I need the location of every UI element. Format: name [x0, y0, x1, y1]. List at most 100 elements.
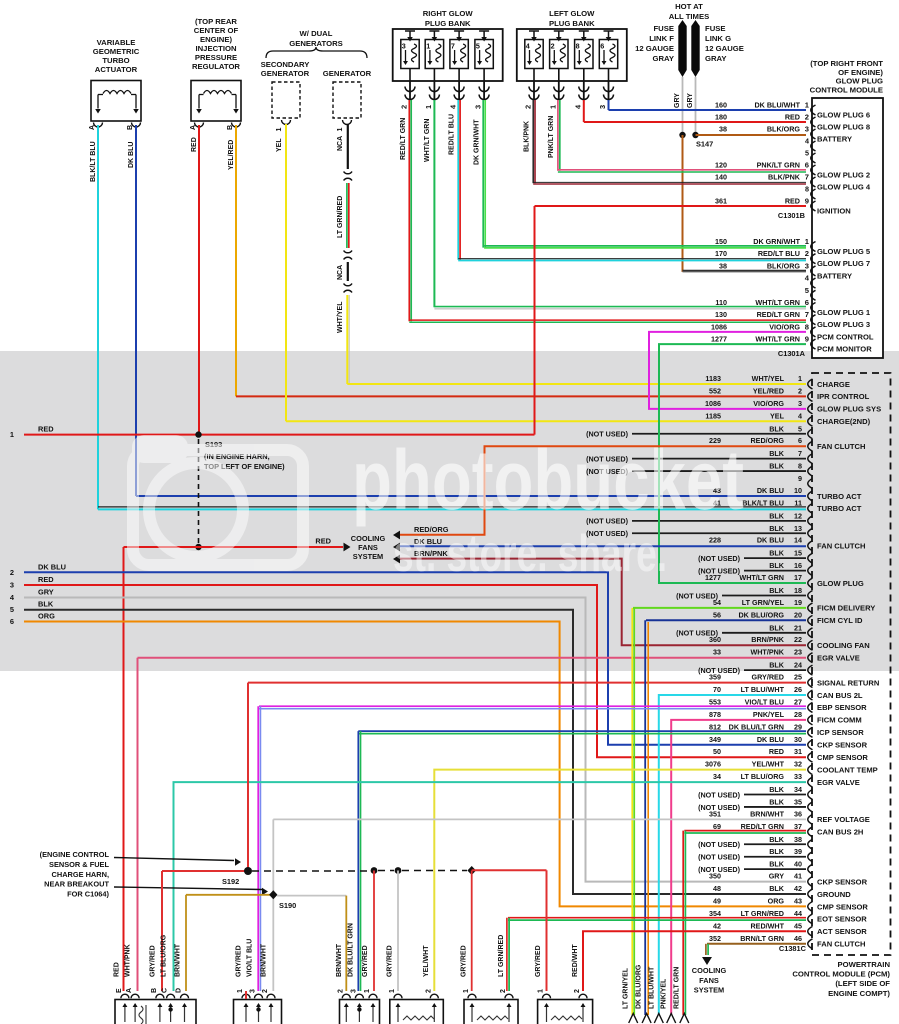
svg-text:DK GRN/WHT: DK GRN/WHT — [474, 119, 481, 165]
svg-text:RED/LT BLU: RED/LT BLU — [758, 249, 800, 258]
svg-text:FANS: FANS — [358, 543, 378, 552]
svg-text:5: 5 — [805, 149, 809, 158]
svg-text:DK BLU: DK BLU — [38, 562, 66, 571]
svg-text:LT GRN/RED: LT GRN/RED — [741, 909, 784, 918]
svg-text:LT BLU/ORG: LT BLU/ORG — [741, 772, 785, 781]
svg-text:E: E — [116, 988, 123, 993]
svg-text:BRN/LT GRN: BRN/LT GRN — [740, 934, 784, 943]
svg-text:RED/LT GRN: RED/LT GRN — [757, 310, 800, 319]
svg-text:B: B — [151, 988, 158, 993]
svg-text:552: 552 — [709, 386, 721, 395]
svg-text:1: 1 — [424, 105, 433, 109]
svg-text:LT GRN/RED: LT GRN/RED — [337, 196, 344, 238]
svg-text:GLOW PLUG: GLOW PLUG — [836, 77, 883, 86]
svg-text:FICM DELIVERY: FICM DELIVERY — [817, 604, 875, 613]
svg-text:2: 2 — [400, 105, 409, 109]
svg-text:BRN/PNK: BRN/PNK — [751, 635, 785, 644]
svg-text:(NOT USED): (NOT USED) — [698, 666, 741, 675]
svg-text:8: 8 — [805, 322, 809, 331]
svg-text:YEL/WHT: YEL/WHT — [423, 945, 430, 977]
svg-text:WHT/LT GRN: WHT/LT GRN — [739, 573, 784, 582]
svg-text:170: 170 — [715, 249, 727, 258]
svg-text:RED: RED — [191, 137, 198, 152]
svg-text:BLK: BLK — [769, 835, 785, 844]
svg-text:COOLING: COOLING — [351, 534, 386, 543]
svg-text:INJECTION: INJECTION — [195, 44, 236, 53]
svg-text:8: 8 — [576, 42, 580, 51]
svg-text:LINK G: LINK G — [705, 34, 731, 43]
svg-text:33: 33 — [794, 772, 802, 781]
svg-text:48: 48 — [713, 884, 721, 893]
svg-text:49: 49 — [713, 896, 721, 905]
svg-text:WHT/LT GRN: WHT/LT GRN — [755, 298, 800, 307]
svg-text:GLOW PLUG 1: GLOW PLUG 1 — [817, 308, 871, 317]
svg-text:TURBO ACT: TURBO ACT — [817, 492, 862, 501]
svg-text:BLK: BLK — [769, 462, 785, 471]
svg-text:VIO/ORG: VIO/ORG — [769, 322, 800, 331]
svg-text:4: 4 — [449, 104, 458, 109]
svg-text:2: 2 — [805, 113, 809, 122]
svg-text:RED/ORG: RED/ORG — [414, 525, 449, 534]
svg-text:12 GAUGE: 12 GAUGE — [635, 44, 674, 53]
svg-text:(TOP REAR: (TOP REAR — [195, 17, 237, 26]
svg-text:NCA: NCA — [337, 136, 344, 151]
svg-text:LEFT GLOW: LEFT GLOW — [549, 9, 595, 18]
svg-text:st. store. share.: st. store. share. — [393, 525, 667, 583]
svg-text:GRY: GRY — [769, 872, 785, 881]
svg-text:17: 17 — [794, 573, 802, 582]
svg-text:CHARGE(2ND): CHARGE(2ND) — [817, 417, 871, 426]
svg-text:34: 34 — [713, 772, 721, 781]
svg-text:DK GRN/WHT: DK GRN/WHT — [753, 237, 800, 246]
svg-text:GRY: GRY — [674, 93, 681, 108]
svg-text:3: 3 — [250, 989, 257, 993]
svg-text:BLK: BLK — [769, 549, 785, 558]
svg-text:1086: 1086 — [711, 322, 727, 331]
svg-text:29: 29 — [794, 722, 802, 731]
svg-text:1: 1 — [538, 989, 545, 993]
svg-text:351: 351 — [709, 809, 721, 818]
svg-text:33: 33 — [713, 648, 721, 657]
svg-text:B: B — [227, 125, 234, 130]
svg-text:CONTROL MODULE: CONTROL MODULE — [810, 85, 883, 94]
svg-text:NEAR BREAKOUT: NEAR BREAKOUT — [44, 880, 109, 889]
svg-text:32: 32 — [794, 760, 802, 769]
svg-text:RED/WHT: RED/WHT — [750, 921, 784, 930]
svg-text:FANS: FANS — [699, 976, 719, 985]
svg-text:SECONDARY: SECONDARY — [261, 60, 310, 69]
svg-text:PNK/YEL: PNK/YEL — [753, 710, 785, 719]
svg-text:REF VOLTAGE: REF VOLTAGE — [817, 815, 870, 824]
svg-text:349: 349 — [709, 735, 721, 744]
svg-text:359: 359 — [709, 673, 721, 682]
svg-text:LT GRN/YEL: LT GRN/YEL — [622, 967, 629, 1009]
svg-text:BLK: BLK — [769, 884, 785, 893]
svg-text:6: 6 — [798, 436, 802, 445]
svg-text:S190: S190 — [279, 901, 296, 910]
svg-text:GENERATORS: GENERATORS — [289, 39, 343, 48]
svg-text:DK BLU/WHT: DK BLU/WHT — [754, 101, 800, 110]
svg-text:3: 3 — [474, 105, 483, 109]
svg-text:SYSTEM: SYSTEM — [353, 552, 383, 561]
svg-text:GLOW PLUG 6: GLOW PLUG 6 — [817, 111, 870, 120]
svg-text:(NOT USED): (NOT USED) — [676, 591, 719, 600]
svg-text:42: 42 — [713, 921, 721, 930]
svg-text:LT GRN/YEL: LT GRN/YEL — [742, 598, 785, 607]
svg-text:1: 1 — [10, 430, 14, 439]
svg-text:RIGHT GLOW: RIGHT GLOW — [423, 9, 474, 18]
svg-text:WHT/LT GRN: WHT/LT GRN — [424, 119, 431, 162]
svg-text:5: 5 — [10, 605, 14, 614]
svg-text:36: 36 — [794, 809, 802, 818]
svg-text:WHT/LT GRN: WHT/LT GRN — [755, 335, 800, 344]
svg-text:56: 56 — [713, 610, 721, 619]
svg-text:BLK: BLK — [769, 847, 785, 856]
svg-text:19: 19 — [794, 598, 802, 607]
svg-text:RED/WHT: RED/WHT — [572, 944, 579, 977]
svg-text:13: 13 — [794, 524, 802, 533]
svg-text:GRAY: GRAY — [652, 54, 674, 63]
svg-text:BRN/WHT: BRN/WHT — [261, 943, 268, 977]
svg-text:C: C — [162, 988, 169, 993]
svg-text:BLK: BLK — [769, 561, 785, 570]
svg-text:43: 43 — [713, 486, 721, 495]
svg-text:5: 5 — [798, 424, 802, 433]
svg-text:BLK: BLK — [769, 785, 785, 794]
svg-text:BATTERY: BATTERY — [817, 135, 852, 144]
